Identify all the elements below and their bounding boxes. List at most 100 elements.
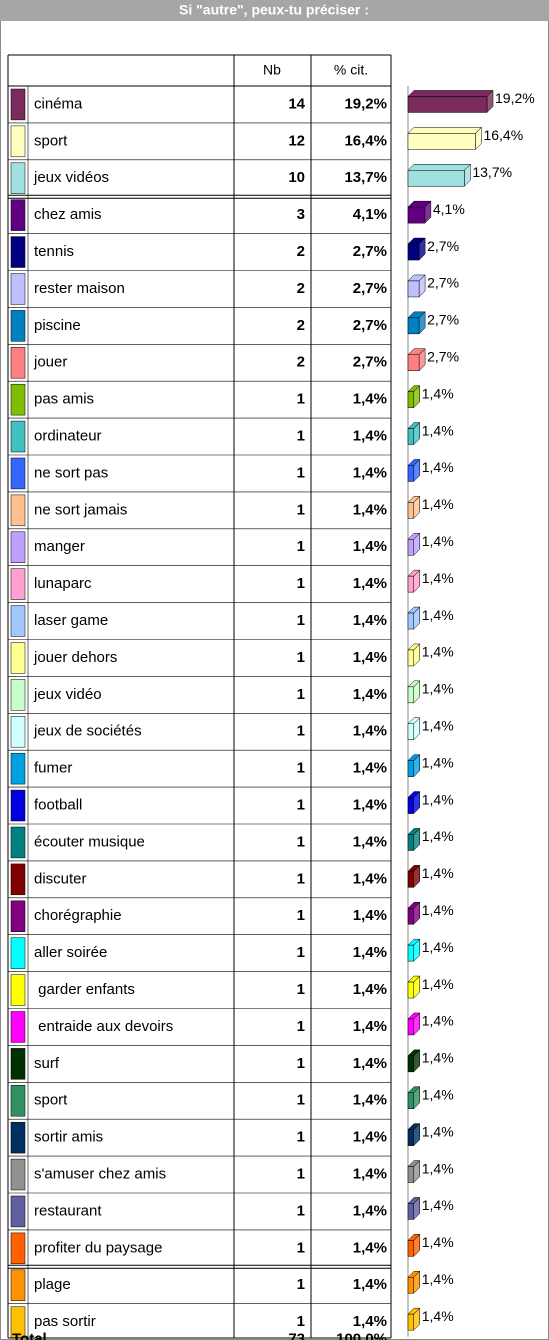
percent: 1,4% (353, 760, 387, 777)
row-label: profiter du paysage (34, 1239, 162, 1256)
bar (407, 649, 415, 667)
bar-label: 1,4% (422, 1123, 454, 1139)
percent: 1,4% (353, 391, 387, 408)
row-label: pas amis (34, 391, 94, 408)
bar-label: 1,4% (422, 976, 454, 992)
bar (407, 502, 415, 519)
bar (407, 243, 420, 261)
color-swatch (10, 1085, 26, 1117)
count: 1 (297, 428, 305, 445)
row-label: chorégraphie (34, 907, 122, 924)
color-swatch (10, 310, 26, 342)
count: 1 (297, 981, 305, 998)
count: 2 (297, 317, 305, 334)
count: 1 (297, 870, 305, 887)
percent: 1,4% (353, 1166, 387, 1183)
color-swatch (10, 863, 26, 896)
bar-label: 2,7% (427, 312, 459, 328)
bar-label: 1,4% (422, 1050, 454, 1066)
bar (407, 1240, 415, 1257)
count: 1 (297, 575, 305, 592)
bar-label: 1,4% (422, 681, 454, 697)
percent: 13,7% (344, 169, 387, 186)
row-label: discuter (34, 870, 87, 887)
bar (407, 981, 415, 999)
bar-label: 1,4% (422, 533, 454, 549)
bar (407, 317, 420, 335)
count: 1 (297, 1239, 305, 1256)
count: 1 (297, 1092, 305, 1109)
color-swatch (10, 974, 26, 1006)
bar-label: 1,4% (422, 1271, 454, 1287)
bar-label: 4,1% (433, 201, 465, 217)
percent: 2,7% (353, 280, 387, 297)
color-swatch (10, 937, 26, 969)
percent: 1,4% (353, 1018, 387, 1035)
count: 1 (297, 1166, 305, 1183)
count: 12 (288, 132, 305, 149)
color-swatch (10, 457, 26, 490)
percent: 1,4% (353, 1313, 387, 1330)
count: 1 (297, 1129, 305, 1146)
row-label: ne sort pas (34, 464, 108, 481)
count: 1 (297, 649, 305, 666)
row-label: sortir amis (34, 1129, 103, 1146)
count: 10 (288, 169, 305, 186)
count: 1 (297, 1276, 305, 1293)
count: 1 (297, 723, 305, 740)
percent: 1,4% (353, 612, 387, 629)
bar-label: 1,4% (422, 902, 454, 918)
count: 1 (297, 907, 305, 924)
bar (407, 612, 415, 630)
bar-label: 1,4% (422, 865, 454, 881)
bar-label: 19,2% (495, 90, 535, 106)
bar (407, 908, 415, 925)
bar-label: 1,4% (422, 754, 454, 770)
color-swatch (10, 236, 26, 268)
bar (407, 1203, 415, 1220)
count: 1 (297, 1313, 305, 1330)
count: 1 (297, 944, 305, 961)
bar (407, 465, 415, 482)
bar-label: 1,4% (422, 717, 454, 733)
count: 1 (297, 391, 305, 408)
bar-label: 1,4% (422, 644, 454, 660)
color-swatch (10, 1048, 26, 1080)
row-label: entraide aux devoirs (34, 1018, 173, 1035)
percent: 1,4% (353, 907, 387, 924)
count: 1 (297, 1018, 305, 1035)
color-swatch (10, 125, 26, 158)
row-label: ne sort jamais (34, 501, 127, 518)
row-label: cinéma (34, 95, 83, 112)
bar-label: 2,7% (427, 238, 459, 254)
percent: 19,2% (344, 95, 387, 112)
bar-label: 1,4% (422, 1013, 454, 1029)
bar-label: 1,4% (422, 1234, 454, 1250)
row-label: football (34, 797, 82, 814)
total-percent: 100,0% (336, 1330, 387, 1340)
column-header: % cit. (334, 62, 368, 78)
bar-top (407, 127, 483, 134)
bar-top (407, 164, 471, 171)
bar (407, 723, 415, 740)
percent: 1,4% (353, 944, 387, 961)
bar (407, 575, 415, 593)
row-label: ordinateur (34, 428, 102, 445)
bar-label: 1,4% (422, 1160, 454, 1176)
percent: 1,4% (353, 1055, 387, 1072)
total-label: Total (12, 1330, 47, 1340)
color-swatch (10, 1158, 26, 1191)
percent: 1,4% (353, 797, 387, 814)
bar-label: 1,4% (422, 385, 454, 401)
row-label: piscine (34, 317, 81, 334)
bar (407, 686, 415, 704)
percent: 1,4% (353, 1092, 387, 1109)
color-swatch (10, 642, 26, 674)
count: 1 (297, 686, 305, 703)
bar (407, 1018, 415, 1036)
count: 3 (297, 206, 305, 223)
percent: 1,4% (353, 1239, 387, 1256)
bar (407, 1092, 415, 1109)
color-swatch (10, 605, 26, 637)
row-label: rester maison (34, 280, 125, 297)
